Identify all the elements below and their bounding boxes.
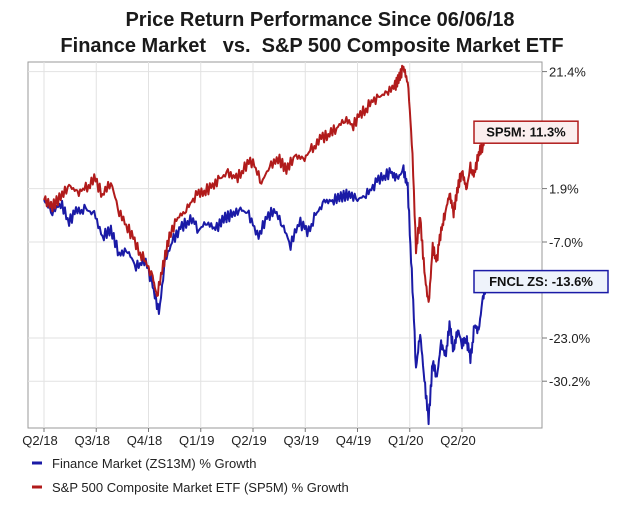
legend-entry: S&P 500 Composite Market ETF (SP5M) % Gr… [52, 480, 349, 495]
legend-entry: Finance Market (ZS13M) % Growth [52, 456, 256, 471]
x-tick-label: Q2/19 [231, 433, 266, 448]
callout-box [473, 120, 579, 144]
series-line-fncl [43, 164, 493, 426]
y-axis-ticks: 21.4% 1.9% -7.0% -23.0% -30.2% [542, 65, 591, 389]
legend: Finance Market (ZS13M) % Growth S&P 500 C… [32, 456, 349, 495]
chart-subtitle: Finance Market vs. S&P 500 Composite Mar… [60, 35, 563, 57]
x-tick-label: Q2/20 [440, 433, 475, 448]
y-tick-label: -7.0% [549, 235, 583, 250]
series-line-sp5m [43, 64, 492, 303]
x-tick-label: Q1/19 [179, 433, 214, 448]
callout-box [473, 269, 609, 294]
series-lines [43, 64, 493, 426]
callouts: FNCL ZS: -13.6% SP5M: 11.3% [473, 120, 609, 294]
y-tick-label: -30.2% [549, 374, 591, 389]
x-tick-label: Q3/19 [284, 433, 319, 448]
x-tick-label: Q4/19 [336, 433, 371, 448]
y-tick-label: 21.4% [549, 65, 586, 80]
callout-label: SP5M: 11.3% [486, 125, 566, 140]
x-tick-label: Q3/18 [75, 433, 110, 448]
x-tick-label: Q4/18 [127, 433, 162, 448]
x-axis-ticks: Q2/18 Q3/18 Q4/18 Q1/19 Q2/19 Q3/19 Q4/19 Q1/20… [22, 428, 476, 448]
x-tick-label: Q1/20 [388, 433, 423, 448]
plot-area [27, 61, 543, 429]
callout-label: FNCL ZS: -13.6% [489, 274, 593, 289]
chart-title: Price Return Performance Since 06/06/18 [125, 9, 514, 31]
y-tick-label: -23.0% [549, 331, 591, 346]
x-tick-label: Q2/18 [22, 433, 57, 448]
y-tick-label: 1.9% [549, 182, 579, 197]
